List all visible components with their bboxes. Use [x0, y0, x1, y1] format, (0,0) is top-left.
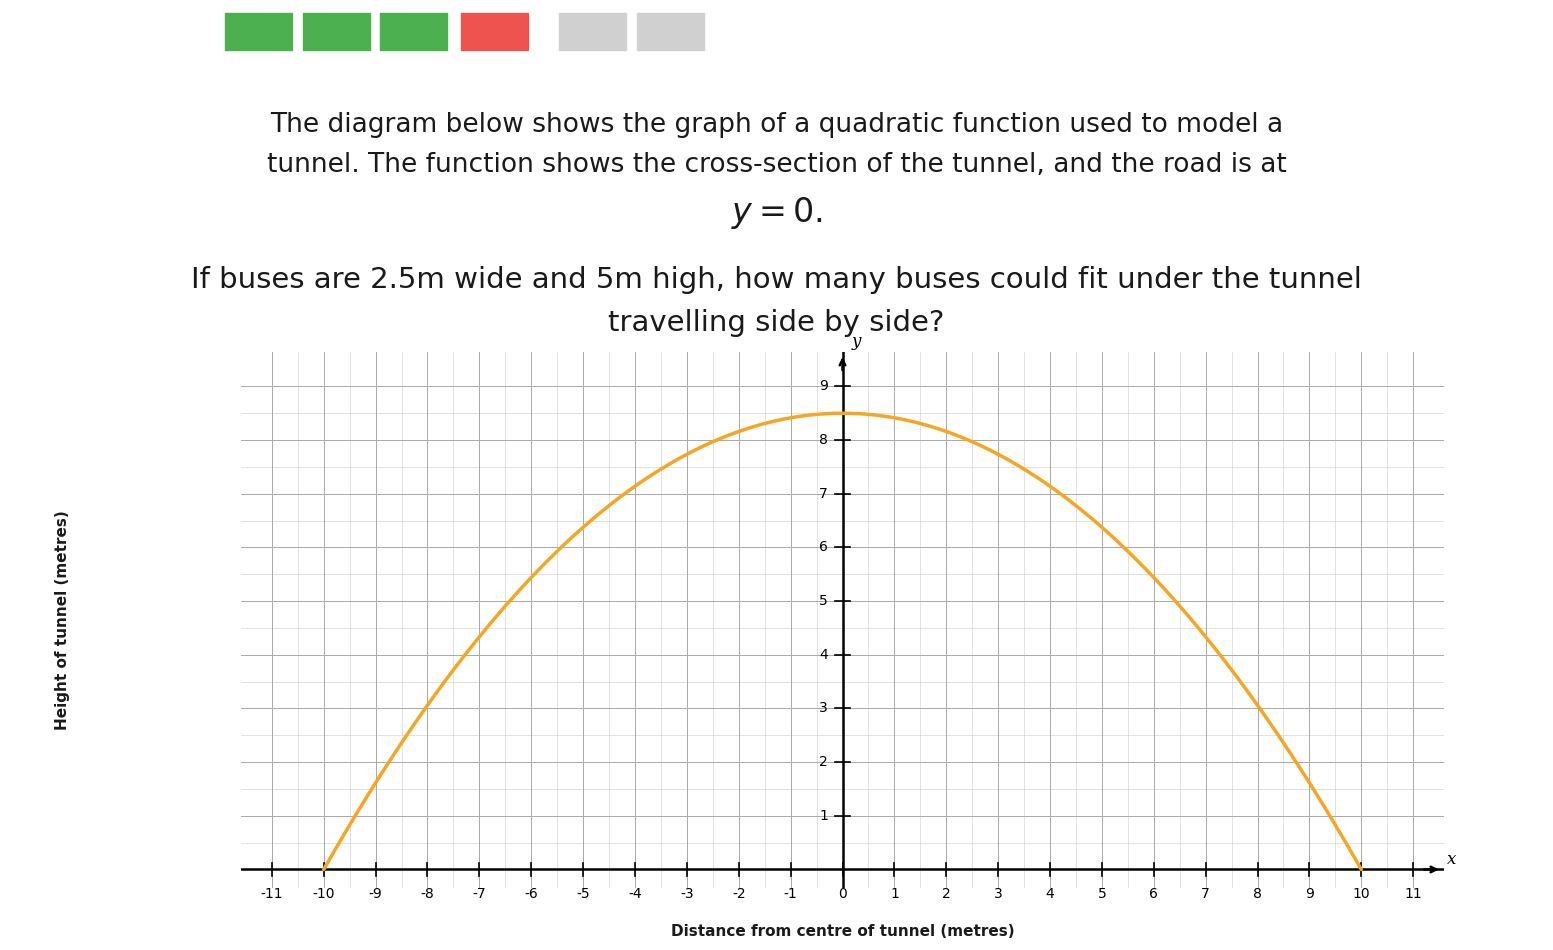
Text: -2: -2	[731, 886, 745, 901]
Text: If buses are 2.5m wide and 5m high, how many buses could fit under the tunnel: If buses are 2.5m wide and 5m high, how …	[191, 266, 1362, 294]
Text: travelling side by side?: travelling side by side?	[609, 309, 944, 336]
Text: 10: 10	[1353, 886, 1370, 901]
Text: 8: 8	[818, 433, 828, 447]
Text: 7: 7	[1202, 886, 1210, 901]
Text: 6: 6	[1149, 886, 1159, 901]
Text: -8: -8	[421, 886, 435, 901]
Text: 3: 3	[994, 886, 1003, 901]
Text: 11: 11	[1404, 886, 1423, 901]
Text: $y = 0.$: $y = 0.$	[730, 195, 823, 231]
Bar	[559, 13, 626, 49]
Text: Distance from centre of tunnel (metres): Distance from centre of tunnel (metres)	[671, 924, 1014, 940]
Text: -1: -1	[784, 886, 798, 901]
Text: 8: 8	[1253, 886, 1263, 901]
Bar	[225, 13, 292, 49]
Text: y: y	[853, 333, 862, 351]
Text: 9: 9	[818, 379, 828, 393]
Text: x: x	[1447, 851, 1457, 868]
Text: 6: 6	[818, 541, 828, 555]
Text: -4: -4	[627, 886, 641, 901]
Text: 0: 0	[839, 886, 846, 901]
Text: -7: -7	[472, 886, 486, 901]
Text: -5: -5	[576, 886, 590, 901]
Text: -9: -9	[368, 886, 382, 901]
Bar	[637, 13, 704, 49]
Text: 4: 4	[1045, 886, 1054, 901]
Text: 5: 5	[820, 594, 828, 608]
Text: -10: -10	[312, 886, 335, 901]
Text: 3: 3	[820, 701, 828, 715]
Text: 2: 2	[820, 755, 828, 770]
Text: 5: 5	[1098, 886, 1106, 901]
Bar	[303, 13, 370, 49]
Text: 4: 4	[820, 648, 828, 662]
Text: -6: -6	[525, 886, 537, 901]
Bar	[461, 13, 528, 49]
Text: 1: 1	[818, 808, 828, 823]
Text: 9: 9	[1305, 886, 1314, 901]
Text: The diagram below shows the graph of a quadratic function used to model a: The diagram below shows the graph of a q…	[270, 112, 1283, 138]
Bar	[380, 13, 447, 49]
Text: tunnel. The function shows the cross-section of the tunnel, and the road is at: tunnel. The function shows the cross-sec…	[267, 152, 1286, 178]
Text: 7: 7	[820, 486, 828, 501]
Text: -11: -11	[261, 886, 283, 901]
Text: -3: -3	[680, 886, 694, 901]
Text: 1: 1	[890, 886, 899, 901]
Text: Height of tunnel (metres): Height of tunnel (metres)	[54, 510, 70, 730]
Text: 2: 2	[941, 886, 950, 901]
